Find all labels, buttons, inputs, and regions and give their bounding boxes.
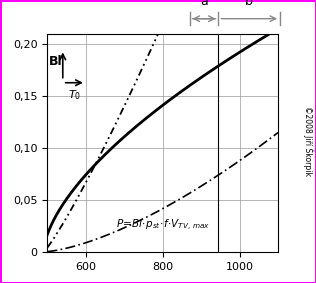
Text: b: b (245, 0, 253, 8)
Text: ©2008 Jiří Škorpik: ©2008 Jiří Škorpik (303, 106, 313, 177)
Text: $P\!=\!Bl\!\cdot\! p_{st}\!\cdot\! f\!\cdot\! V_{TV,\,max}$: $P\!=\!Bl\!\cdot\! p_{st}\!\cdot\! f\!\c… (116, 218, 210, 233)
Text: Bl: Bl (49, 55, 63, 68)
Text: a: a (200, 0, 208, 8)
Text: $T_0$: $T_0$ (68, 88, 81, 102)
